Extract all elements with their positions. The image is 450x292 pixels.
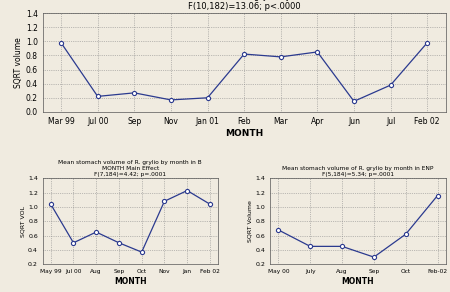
Title: Mean stomach volume of Rana grylio by month in WCA 3A
F(10,182)=13.06; p<.0000: Mean stomach volume of Rana grylio by mo… — [121, 0, 367, 11]
Y-axis label: SQRT VOL: SQRT VOL — [20, 206, 25, 237]
X-axis label: MONTH: MONTH — [114, 277, 147, 286]
Title: Mean stomach volume of R. grylio by month in B
MONTH Main Effect
F(7,184)=4.42; : Mean stomach volume of R. grylio by mont… — [58, 160, 202, 177]
Y-axis label: SQRT volume: SQRT volume — [14, 37, 23, 88]
Title: Mean stomach volume of R. grylio by month in ENP
F(5,184)=5.34; p=.0001: Mean stomach volume of R. grylio by mont… — [282, 166, 434, 177]
X-axis label: MONTH: MONTH — [342, 277, 374, 286]
Y-axis label: SQRT Volume: SQRT Volume — [248, 200, 253, 242]
X-axis label: MONTH: MONTH — [225, 128, 263, 138]
